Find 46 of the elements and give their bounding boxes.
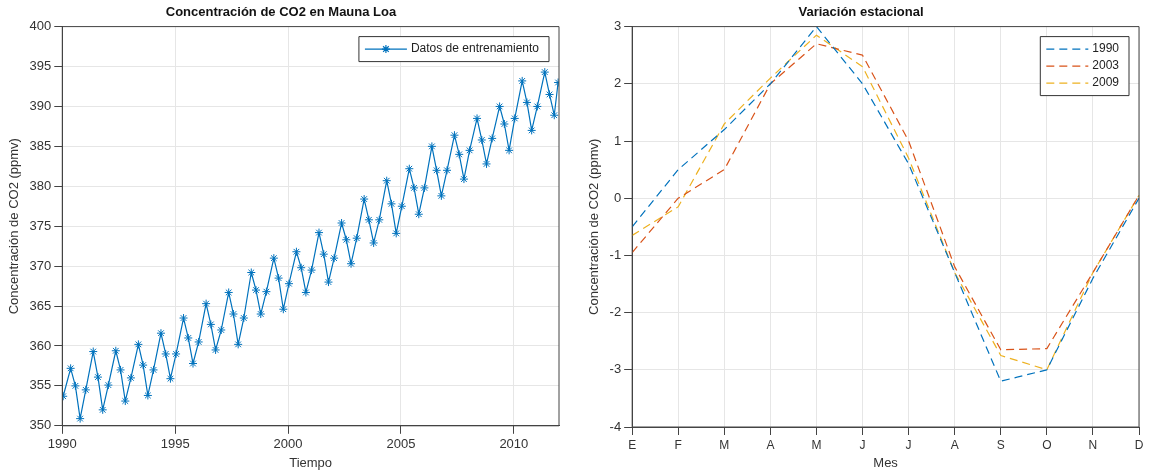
legend-label: 2003 bbox=[1092, 58, 1120, 73]
y-tick-label: 0 bbox=[613, 189, 622, 205]
x-tick-label: F bbox=[674, 437, 682, 452]
x-tick-label: 1990 bbox=[47, 436, 77, 452]
x-tick-label: N bbox=[1088, 437, 1098, 452]
y-axis-title: Concentración de CO2 (ppmv) bbox=[6, 138, 22, 315]
y-tick-label: 355 bbox=[29, 377, 52, 393]
legend-label: 1990 bbox=[1092, 41, 1120, 56]
y-tick-label: 2 bbox=[613, 75, 622, 91]
x-tick-label: M bbox=[719, 437, 730, 452]
x-tick-label: 1995 bbox=[160, 436, 190, 452]
y-tick-label: 395 bbox=[29, 58, 52, 74]
x-tick-label: A bbox=[766, 437, 775, 452]
y-tick-label: 370 bbox=[29, 257, 52, 273]
y-tick-label: 400 bbox=[29, 18, 52, 34]
y-tick-label: -1 bbox=[609, 246, 622, 262]
y-tick-label: 380 bbox=[29, 177, 52, 193]
x-axis-title: Mes bbox=[873, 454, 899, 470]
x-tick-label: 2005 bbox=[386, 436, 416, 452]
x-tick-label: D bbox=[1134, 437, 1144, 452]
y-tick-label: 3 bbox=[613, 18, 622, 34]
y-tick-label: -3 bbox=[609, 361, 622, 377]
y-tick-label: 375 bbox=[29, 217, 52, 233]
y-tick-label: 365 bbox=[29, 297, 52, 313]
y-tick-label: 1 bbox=[613, 132, 622, 148]
y-tick-label: 385 bbox=[29, 137, 52, 153]
y-axis-title: Concentración de CO2 (ppmv) bbox=[586, 138, 602, 315]
chart-title: Concentración de CO2 en Mauna Loa bbox=[165, 4, 397, 20]
x-tick-label: J bbox=[859, 437, 866, 452]
x-tick-label: A bbox=[950, 437, 959, 452]
chart-title: Variación estacional bbox=[798, 4, 924, 20]
x-tick-label: 2000 bbox=[273, 436, 303, 452]
legend-label: 2009 bbox=[1092, 75, 1120, 90]
x-tick-label: M bbox=[811, 437, 822, 452]
x-tick-label: O bbox=[1042, 437, 1052, 452]
x-tick-label: 2010 bbox=[499, 436, 529, 452]
legend-label: Datos de entrenamiento bbox=[410, 41, 540, 56]
y-tick-label: 350 bbox=[29, 417, 52, 433]
y-tick-label: 390 bbox=[29, 98, 52, 114]
x-tick-label: S bbox=[996, 437, 1005, 452]
y-tick-label: -2 bbox=[609, 304, 622, 320]
y-tick-label: -4 bbox=[609, 418, 622, 434]
y-tick-label: 360 bbox=[29, 337, 52, 353]
x-tick-label: J bbox=[905, 437, 912, 452]
x-tick-label: E bbox=[628, 437, 637, 452]
x-axis-title: Tiempo bbox=[289, 454, 333, 470]
